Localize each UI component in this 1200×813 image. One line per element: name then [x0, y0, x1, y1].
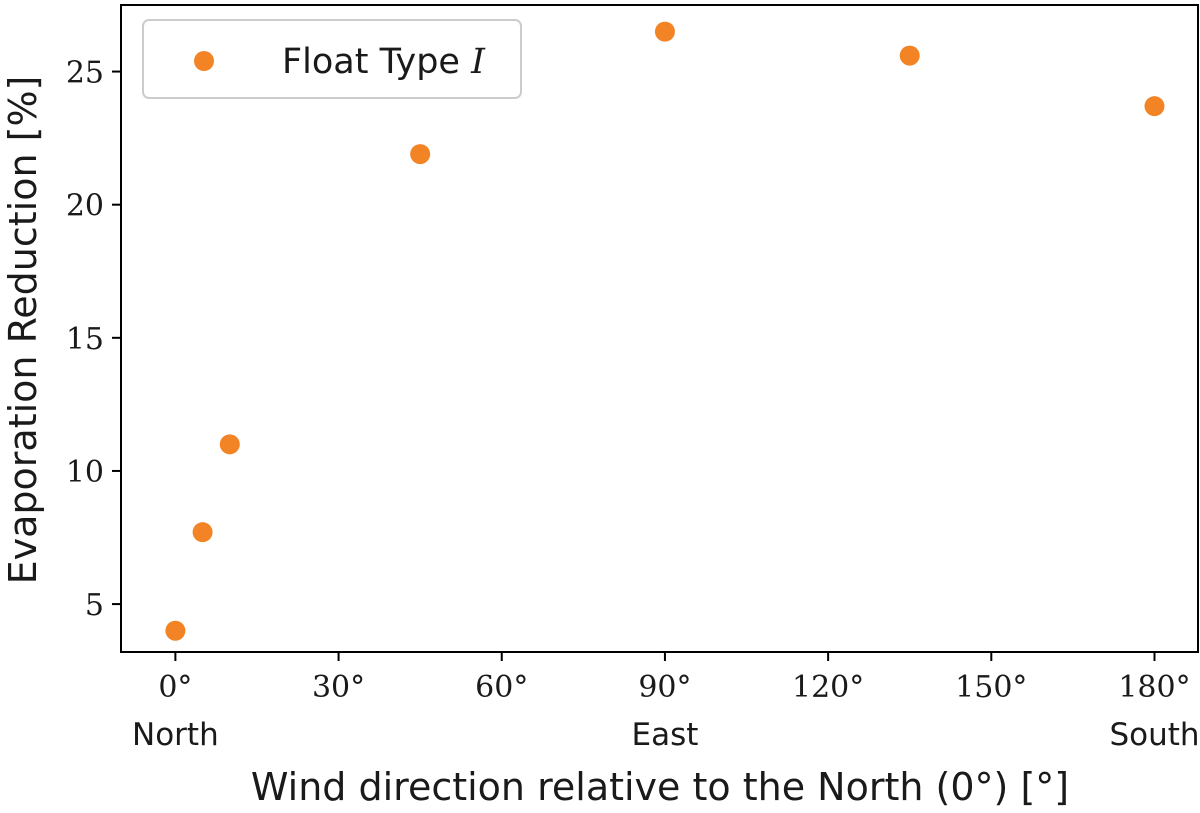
x-tick-label: 30° — [312, 670, 365, 705]
legend-label-italic: I — [470, 42, 486, 82]
x-tick-label: 60° — [475, 670, 528, 705]
legend: Float Type I — [142, 19, 522, 99]
data-point — [165, 620, 186, 641]
x-direction-label: South — [1109, 717, 1199, 753]
axis-ticks — [112, 70, 1156, 661]
data-point — [1144, 96, 1165, 117]
data-point — [219, 434, 240, 455]
tick-labels: 0° 30° 60° 90° 120° 150° 180° North East South 5 10… — [66, 56, 1200, 753]
y-tick-label: 5 — [85, 588, 104, 623]
data-point — [410, 144, 431, 165]
data-points — [165, 21, 1165, 641]
y-tick-label: 15 — [66, 322, 104, 357]
legend-box — [142, 19, 522, 99]
y-tick-label: 25 — [66, 56, 104, 91]
x-tick-label: 150° — [955, 670, 1027, 705]
x-direction-label: East — [631, 717, 698, 753]
legend-label: Float Type I — [282, 42, 486, 82]
x-tick-label: 120° — [792, 670, 864, 705]
y-axis-title: Evaporation Reduction [%] — [1, 76, 45, 585]
x-tick-label: 90° — [638, 670, 691, 705]
x-axis-title: Wind direction relative to the North (0°… — [251, 765, 1069, 809]
y-tick-label: 20 — [66, 189, 104, 224]
plot-frame — [120, 4, 1199, 653]
legend-label-text: Float Type — [282, 42, 471, 82]
legend-marker — [194, 51, 214, 71]
data-point — [192, 522, 213, 543]
data-point — [899, 45, 920, 66]
x-direction-label: North — [132, 717, 219, 753]
x-tick-label: 0° — [158, 670, 192, 705]
data-point — [654, 21, 675, 42]
x-tick-label: 180° — [1118, 670, 1190, 705]
y-tick-label: 10 — [66, 455, 104, 490]
